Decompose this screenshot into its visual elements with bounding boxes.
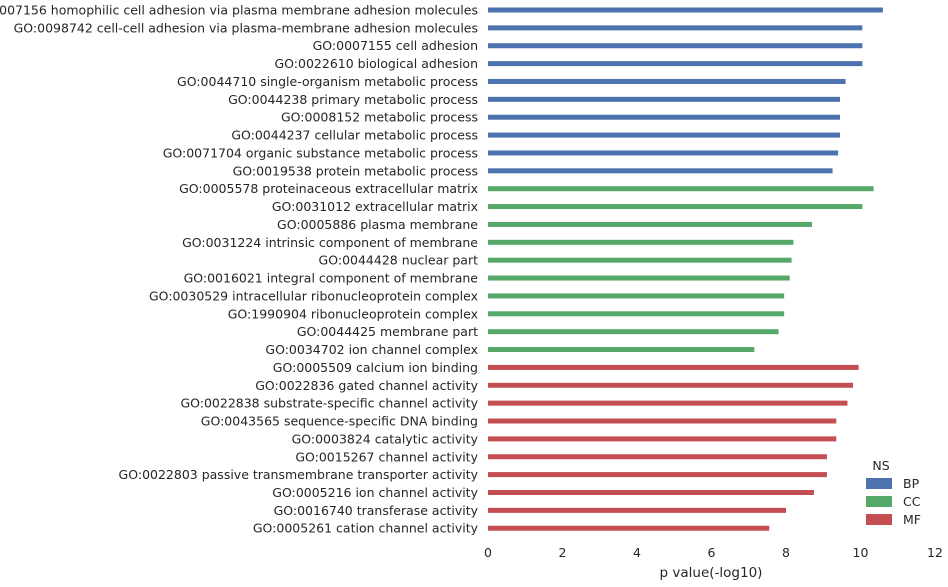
legend-swatch-cc [866,496,892,507]
bar-mf [488,472,827,478]
x-tick-label: 4 [633,545,641,560]
category-label: GO:0007155 cell adhesion [313,38,478,53]
bar-cc [488,221,813,227]
bar-bp [488,7,883,13]
bar-cc [488,347,755,353]
legend-label-cc: CC [903,494,921,509]
bar-bp [488,114,841,120]
x-tick-label: 8 [782,545,790,560]
bar-cc [488,257,792,263]
legend-entries: BP CC MF [866,476,921,527]
category-label: GO:0016740 transferase activity [274,503,479,518]
category-label: GO:0005578 proteinaceous extracellular m… [179,181,478,196]
bar-mf [488,454,827,460]
category-label: GO:0098742 cell-cell adhesion via plasma… [14,20,478,35]
category-label: GO:0022838 substrate-specific channel ac… [180,396,478,411]
bar-cc [488,275,790,281]
category-label: GO:0071704 organic substance metabolic p… [163,145,478,160]
bar-mf [488,382,854,388]
bar-bp [488,78,846,84]
bar-mf [488,489,814,495]
category-label: GO:0019538 protein metabolic process [233,163,478,178]
category-label: GO:0015267 channel activity [295,449,478,464]
category-label: GO:0044237 cellular metabolic process [231,128,478,143]
legend-swatch-bp [866,478,892,489]
legend-title: NS [872,458,889,473]
legend-swatch-mf [866,514,892,525]
bar-cc [488,293,785,299]
category-label: GO:0005509 calcium ion binding [273,360,478,375]
x-tick-label: 2 [559,545,567,560]
category-label: GO:1990904 ribonucleoprotein complex [228,306,478,321]
x-tick-label: 10 [853,545,869,560]
category-label: GO:0022610 biological adhesion [275,56,479,71]
legend-label-bp: BP [903,476,920,491]
legend-label-mf: MF [903,512,921,527]
category-label: GO:0031224 intrinsic component of membra… [182,235,478,250]
category-label: GO:0016021 integral component of membran… [184,271,479,286]
category-label: GO:0005216 ion channel activity [272,485,478,500]
category-label: GO:0007156 homophilic cell adhesion via … [0,3,478,18]
bar-bp [488,132,841,138]
bar-bp [488,168,833,174]
bar-cc [488,329,779,335]
bar-cc [488,239,794,245]
bar-mf [488,418,837,424]
legend: NS BP CC MF [866,458,921,527]
x-axis-ticks: 0 2 4 6 8 10 12 [484,545,943,560]
category-label: GO:0003824 catalytic activity [292,431,479,446]
category-label: GO:0034702 ion channel complex [265,342,478,357]
category-label: GO:0022803 passive transmembrane transpo… [119,467,479,482]
category-label: GO:0022836 gated channel activity [255,378,478,393]
category-label: GO:0005886 plasma membrane [277,217,478,232]
bar-cc [488,311,785,317]
bar-cc [488,204,863,210]
x-tick-label: 0 [484,545,492,560]
x-axis-label: p value(-log10) [660,565,763,581]
category-label: GO:0030529 intracellular ribonucleoprote… [149,288,478,303]
bar-mf [488,436,837,442]
bar-bp [488,43,863,49]
bars [488,7,883,531]
bar-mf [488,507,786,513]
bar-mf [488,525,770,531]
bar-cc [488,186,874,192]
bar-bp [488,96,841,102]
category-labels: GO:0007156 homophilic cell adhesion via … [0,3,479,536]
category-label: GO:0005261 cation channel activity [253,521,479,536]
category-label: GO:0044238 primary metabolic process [228,92,478,107]
bar-mf [488,400,848,406]
category-label: GO:0044428 nuclear part [319,253,479,268]
bar-bp [488,25,863,31]
bar-bp [488,61,863,67]
bar-mf [488,364,859,370]
category-label: GO:0044425 membrane part [297,324,478,339]
category-label: GO:0031012 extracellular matrix [272,199,478,214]
x-tick-label: 12 [927,545,943,560]
x-tick-label: 6 [708,545,716,560]
category-label: GO:0043565 sequence-specific DNA binding [201,414,478,429]
category-label: GO:0044710 single-organism metabolic pro… [177,74,478,89]
bar-bp [488,150,839,156]
category-label: GO:0008152 metabolic process [281,110,478,125]
